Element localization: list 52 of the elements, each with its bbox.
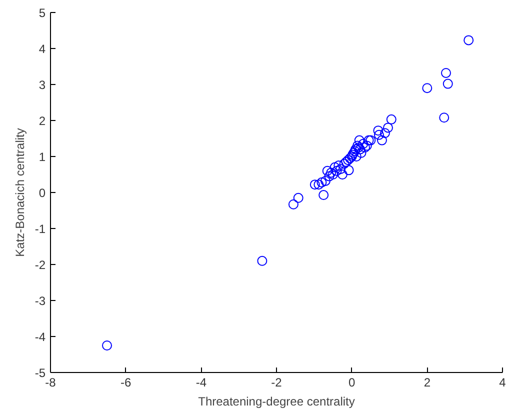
point xyxy=(373,126,384,136)
point xyxy=(322,166,332,176)
point xyxy=(442,78,453,89)
point xyxy=(439,112,450,123)
y-tick-label: 0 xyxy=(38,186,46,200)
point xyxy=(336,164,346,174)
point xyxy=(310,180,320,190)
y-tick-label: 2 xyxy=(38,114,46,128)
point xyxy=(318,190,329,200)
point xyxy=(316,177,327,188)
point xyxy=(464,35,474,46)
x-tick-label: -6 xyxy=(120,376,132,390)
x-tick-label: 2 xyxy=(424,376,431,390)
point xyxy=(441,68,451,78)
y-tick-label: -2 xyxy=(34,258,46,272)
x-tick-label: -4 xyxy=(196,376,207,390)
point xyxy=(386,114,396,124)
x-tick-label: 4 xyxy=(499,376,506,390)
point xyxy=(374,130,384,140)
y-tick-label: 3 xyxy=(38,78,46,92)
point xyxy=(257,256,268,266)
y-axis-title: Katz-Bonacich centrality xyxy=(12,128,27,257)
y-tick-label: 5 xyxy=(38,6,46,20)
x-axis-title: Threatening-degree centrality xyxy=(198,394,355,408)
x-tick-label: 0 xyxy=(348,376,356,390)
y-tick-label: -1 xyxy=(34,222,46,236)
y-tick-label: -4 xyxy=(34,330,46,344)
point xyxy=(380,128,390,138)
point xyxy=(288,199,298,210)
point xyxy=(354,135,364,146)
point xyxy=(344,165,354,176)
point xyxy=(337,170,348,180)
point xyxy=(324,171,334,182)
x-tick-label: -8 xyxy=(45,376,56,390)
point xyxy=(332,166,342,176)
y-tick-label: 1 xyxy=(38,150,46,164)
point xyxy=(351,152,362,162)
point xyxy=(102,340,112,350)
point xyxy=(293,192,304,203)
point xyxy=(320,176,330,186)
point xyxy=(382,122,393,133)
y-tick-label: -3 xyxy=(34,294,46,308)
point xyxy=(330,162,340,172)
point xyxy=(422,83,432,94)
x-tick-label: -2 xyxy=(271,376,282,390)
y-tick-label: -5 xyxy=(34,366,46,380)
y-tick-label: 4 xyxy=(38,42,46,56)
point xyxy=(314,180,324,190)
point xyxy=(376,135,387,146)
point xyxy=(358,138,368,149)
point xyxy=(334,160,344,170)
point xyxy=(356,148,366,158)
